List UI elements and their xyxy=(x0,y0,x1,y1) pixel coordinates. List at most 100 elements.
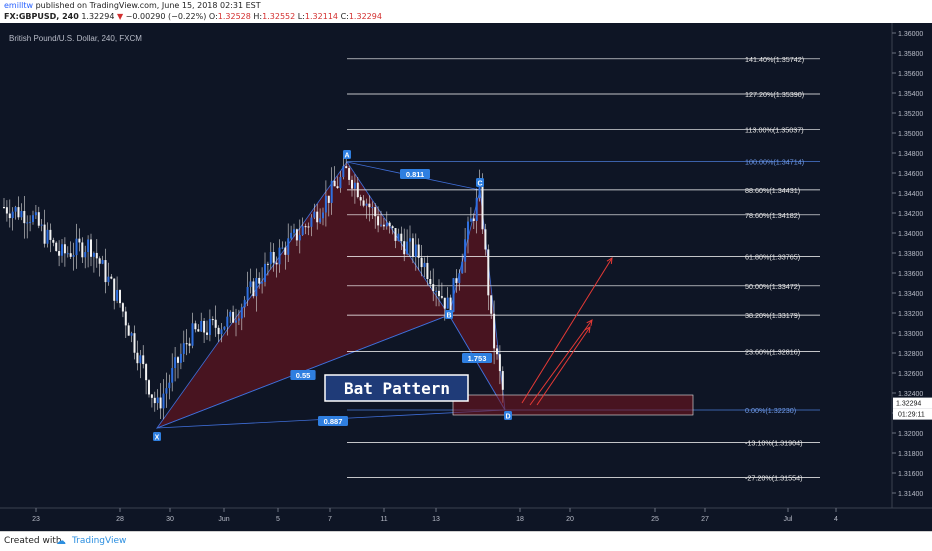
candle-body xyxy=(101,260,104,264)
candle-body xyxy=(61,244,63,256)
candle-body xyxy=(200,320,203,332)
candle-body xyxy=(226,316,229,327)
y-tick-label: 1.32000 xyxy=(898,431,923,438)
fib-level-label: 23.60%(1.32816) xyxy=(745,347,800,356)
fib-level-label: 100.00%(1.34714) xyxy=(745,158,804,167)
chart-title: British Pound/U.S. Dollar, 240, FXCM xyxy=(9,34,142,43)
candle-body xyxy=(46,229,49,244)
candle-body xyxy=(177,357,179,363)
candle-body xyxy=(84,252,87,258)
point-marker-B xyxy=(445,310,453,319)
footer: Created with ☁ TradingView xyxy=(0,531,932,551)
pattern-name-label: Bat Pattern xyxy=(344,379,450,398)
author-link[interactable]: emilltw xyxy=(4,1,34,10)
candle-body xyxy=(487,249,490,296)
x-tick-label: 25 xyxy=(651,516,659,523)
y-tick-label: 1.31400 xyxy=(898,491,923,498)
y-tick-label: 1.31800 xyxy=(898,451,923,458)
candle-body xyxy=(252,281,255,297)
candle-body xyxy=(223,326,226,330)
candle-body xyxy=(290,232,293,239)
candle-body xyxy=(423,262,426,268)
candle-body xyxy=(182,343,185,354)
down-arrow-icon: ▼ xyxy=(116,12,124,21)
candle-body xyxy=(327,195,330,203)
candle-body xyxy=(75,238,78,256)
candle-body xyxy=(353,182,356,189)
candle-body xyxy=(14,207,17,212)
candle-body xyxy=(240,307,243,319)
x-tick-label: 18 xyxy=(516,516,524,523)
created-with-text: Created with xyxy=(4,536,62,546)
candle-body xyxy=(156,397,159,404)
candle-body xyxy=(107,276,110,283)
candle-body xyxy=(484,229,487,250)
x-tick-label: 30 xyxy=(166,516,174,523)
fib-level-label: -27.20%(1.31554) xyxy=(745,474,803,483)
ratio-badge xyxy=(290,370,316,380)
tradingview-logo-icon: ☁ xyxy=(56,536,66,547)
close-value: 1.32294 xyxy=(348,12,382,21)
candle-body xyxy=(159,397,162,409)
candle-body xyxy=(153,397,156,404)
y-tick-label: 1.32400 xyxy=(898,391,923,398)
candle-body xyxy=(324,195,327,213)
point-marker-D xyxy=(504,411,512,420)
y-tick-label: 1.35000 xyxy=(898,131,923,138)
ohlc-line: FX:GBPUSD, 240 1.32294 ▼ −0.00290 (−0.22… xyxy=(4,12,382,21)
candle-body xyxy=(426,262,429,280)
x-tick-label: 11 xyxy=(380,516,387,523)
candle-body xyxy=(380,224,382,226)
candle-body xyxy=(98,258,101,264)
y-tick-label: 1.33000 xyxy=(898,331,923,338)
candle-body xyxy=(142,355,145,365)
candle-body xyxy=(69,253,72,257)
candle-body xyxy=(385,222,388,227)
candle-body xyxy=(469,218,472,222)
fib-level-label: -13.10%(1.31904) xyxy=(745,439,803,448)
price-chart[interactable]: 141.40%(1.35742) 127.20%(1.35390) 113.00%(… xyxy=(0,23,932,531)
candle-body xyxy=(391,226,394,229)
candle-body xyxy=(409,238,411,242)
y-tick-label: 1.32800 xyxy=(898,351,923,358)
point-label-C: C xyxy=(477,181,482,188)
candle-body xyxy=(449,297,452,312)
candle-body xyxy=(464,239,467,262)
candle-body xyxy=(371,207,374,209)
candle-body xyxy=(458,273,461,284)
ratio-badge xyxy=(400,169,430,179)
candle-body xyxy=(478,183,481,198)
y-tick-label: 1.35800 xyxy=(898,51,923,58)
candle-body xyxy=(368,203,371,208)
y-tick-label: 1.34400 xyxy=(898,191,923,198)
candle-body xyxy=(29,221,32,223)
price-axis[interactable] xyxy=(892,23,932,531)
candle-body xyxy=(81,242,84,258)
publish-info: published on TradingView.com, June 15, 2… xyxy=(33,1,261,10)
candle-body xyxy=(49,229,52,240)
candle-body xyxy=(11,211,14,219)
candle-body xyxy=(266,263,269,265)
candle-body xyxy=(356,182,359,198)
open-label: O: xyxy=(208,12,218,21)
tradingview-brand[interactable]: TradingView xyxy=(72,536,127,546)
projection-arrow-inner xyxy=(536,326,591,406)
candle-body xyxy=(136,352,139,364)
candle-body xyxy=(197,329,200,332)
candle-body xyxy=(377,216,380,226)
candle-body xyxy=(208,319,211,335)
candle-body xyxy=(435,290,438,292)
candle-body xyxy=(339,177,342,189)
fib-level-label: 38.20%(1.33179) xyxy=(745,311,800,320)
candle-body xyxy=(310,217,313,227)
chart-area[interactable]: 141.40%(1.35742) 127.20%(1.35390) 113.00%(… xyxy=(0,23,932,531)
candle-body xyxy=(66,253,69,255)
candle-body xyxy=(32,215,34,222)
candle-body xyxy=(87,239,90,253)
candle-body xyxy=(411,238,414,257)
candle-body xyxy=(287,238,290,255)
candle-body xyxy=(220,329,223,335)
candle-body xyxy=(264,263,266,282)
candle-body xyxy=(258,277,261,284)
candle-body xyxy=(185,343,188,345)
